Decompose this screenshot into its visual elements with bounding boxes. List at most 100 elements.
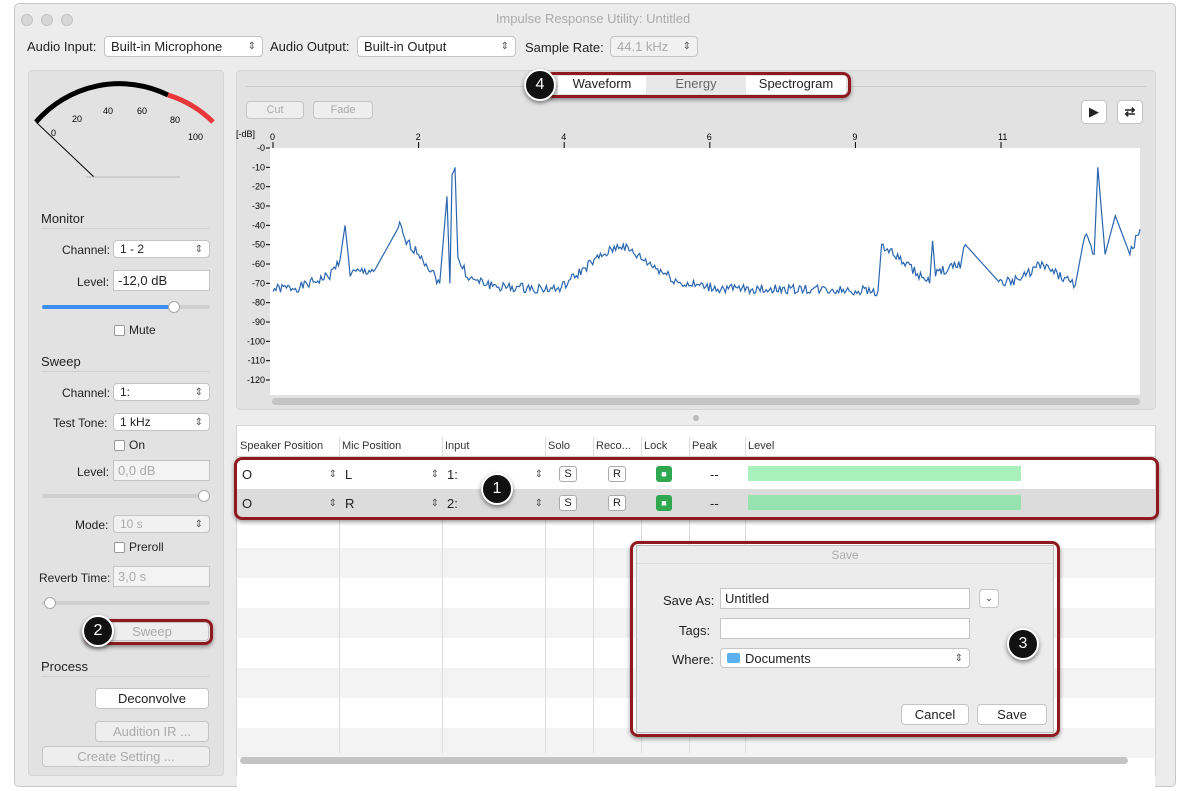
meter-tick: 0: [51, 128, 56, 138]
sweep-channel-select[interactable]: 1: ⇕: [113, 383, 210, 401]
sweep-level-label: Level:: [77, 465, 110, 479]
chevron-updown-icon: ⇕: [328, 469, 337, 480]
y-tick-label: -110: [248, 356, 265, 366]
chart-scrollbar[interactable]: [272, 398, 1140, 405]
solo-button[interactable]: S: [559, 495, 577, 511]
callout-2: 2: [82, 615, 114, 647]
x-tick-label: 4: [561, 132, 566, 142]
split-handle[interactable]: [693, 415, 699, 421]
column-header[interactable]: Input: [445, 440, 470, 452]
audition-ir-button[interactable]: Audition IR ...: [95, 721, 209, 742]
record-button[interactable]: R: [608, 466, 626, 482]
audio-input-label: Audio Input:: [27, 39, 97, 54]
slider-knob[interactable]: [44, 597, 56, 609]
column-header[interactable]: Level: [748, 440, 775, 452]
x-tick-label: 6: [707, 132, 712, 142]
where-select[interactable]: Documents ⇕: [720, 648, 970, 668]
column-header[interactable]: Mic Position: [342, 440, 402, 452]
cut-button[interactable]: Cut: [246, 101, 304, 119]
speaker-position-select[interactable]: O ⇕: [242, 489, 337, 518]
slider-knob[interactable]: [168, 301, 180, 313]
test-tone-select[interactable]: 1 kHz ⇕: [113, 413, 210, 431]
chevron-updown-icon: ⇕: [194, 386, 203, 398]
callout-3: 3: [1007, 628, 1039, 660]
mic-position-value: L: [345, 467, 353, 482]
waveform-chart[interactable]: [-dB] 0 2 4 6 9 11 -0 -10 -20 -30 -40 -50 -60 -70 -80 -9…: [236, 125, 1156, 410]
deconvolve-button[interactable]: Deconvolve: [95, 688, 209, 709]
lock-icon[interactable]: ■: [656, 495, 672, 511]
lock-icon[interactable]: ■: [656, 466, 672, 482]
speaker-position-select[interactable]: O ⇕: [242, 460, 337, 489]
audio-input-select[interactable]: Built-in Microphone ⇕: [104, 36, 263, 57]
column-divider: [339, 437, 340, 753]
tone-on-checkbox[interactable]: On: [114, 438, 145, 452]
sample-rate-value: 44.1 kHz: [617, 39, 669, 54]
audio-output-label: Audio Output:: [270, 39, 350, 54]
save-as-label: Save As:: [663, 593, 715, 608]
peak-value: --: [710, 467, 719, 482]
monitor-level-slider[interactable]: [42, 301, 210, 313]
sample-rate-label: Sample Rate:: [525, 40, 604, 55]
reverb-time-input[interactable]: 3,0 s: [113, 566, 210, 587]
chevron-updown-icon: ⇕: [247, 41, 256, 52]
cancel-button[interactable]: Cancel: [901, 704, 969, 725]
save-as-input[interactable]: Untitled: [720, 588, 970, 609]
sweep-level-input[interactable]: 0,0 dB: [113, 460, 210, 481]
vu-meter: 0 20 40 60 80 100: [34, 81, 215, 178]
table-scrollbar[interactable]: [240, 757, 1128, 764]
on-label: On: [129, 438, 146, 452]
chevron-updown-icon: ⇕: [954, 652, 963, 664]
sample-rate-select[interactable]: 44.1 kHz ⇕: [610, 36, 698, 57]
save-dialog: Save Save As: Untitled ⌄ Tags: Where: Do…: [636, 545, 1054, 733]
zoom-button[interactable]: [61, 14, 73, 26]
close-button[interactable]: [21, 14, 33, 26]
mute-checkbox[interactable]: Mute: [114, 323, 156, 337]
slider-knob[interactable]: [198, 490, 210, 502]
column-header[interactable]: Speaker Position: [240, 440, 324, 452]
tags-input[interactable]: [720, 618, 970, 639]
monitor-channel-select[interactable]: 1 - 2 ⇕: [113, 240, 210, 258]
preroll-checkbox[interactable]: Preroll: [114, 540, 164, 554]
tags-label: Tags:: [679, 623, 711, 638]
folder-icon: [727, 652, 740, 663]
mute-label: Mute: [129, 323, 156, 337]
monitor-level-input[interactable]: -12,0 dB: [113, 270, 210, 291]
meter-tick: 40: [103, 106, 113, 116]
loop-icon: ⇄: [1124, 104, 1136, 119]
mic-position-select[interactable]: L ⇕: [345, 460, 439, 489]
plot-area: [270, 148, 1140, 395]
sweep-button[interactable]: Sweep: [95, 622, 209, 641]
tab-energy[interactable]: Energy: [646, 76, 746, 94]
y-tick-label: -50: [252, 240, 265, 250]
sweep-level-slider[interactable]: [42, 490, 210, 502]
input-select[interactable]: 2: ⇕: [447, 489, 543, 518]
where-value: Documents: [745, 650, 811, 666]
column-header[interactable]: Peak: [692, 440, 718, 452]
reverb-time-slider[interactable]: [42, 597, 210, 609]
fade-button[interactable]: Fade: [313, 101, 373, 119]
monitor-channel-label: Channel:: [62, 243, 111, 257]
header-divider: [237, 456, 1155, 457]
play-button[interactable]: ▶: [1081, 100, 1107, 124]
column-header[interactable]: Lock: [644, 440, 668, 452]
mode-select[interactable]: 10 s ⇕: [113, 515, 210, 533]
save-button[interactable]: Save: [977, 704, 1047, 725]
input-select[interactable]: 1: ⇕: [447, 460, 543, 489]
create-setting-button[interactable]: Create Setting ...: [42, 746, 210, 767]
audio-output-select[interactable]: Built-in Output ⇕: [357, 36, 516, 57]
chevron-updown-icon: ⇕: [682, 41, 691, 52]
column-header[interactable]: Solo: [548, 440, 571, 452]
peak-value: --: [710, 496, 719, 511]
table-row-bg: [237, 728, 1155, 758]
expand-button[interactable]: ⌄: [979, 589, 999, 608]
mic-position-select[interactable]: R ⇕: [345, 489, 439, 518]
minimize-button[interactable]: [41, 14, 53, 26]
audio-output-value: Built-in Output: [364, 39, 447, 54]
loop-button[interactable]: ⇄: [1117, 100, 1143, 124]
tab-waveform[interactable]: Waveform: [558, 76, 646, 94]
solo-button[interactable]: S: [559, 466, 577, 482]
record-button[interactable]: R: [608, 495, 626, 511]
column-header[interactable]: Reco...: [596, 440, 631, 452]
tab-spectrogram[interactable]: Spectrogram: [758, 76, 834, 91]
y-tick-label: -60: [252, 259, 265, 269]
